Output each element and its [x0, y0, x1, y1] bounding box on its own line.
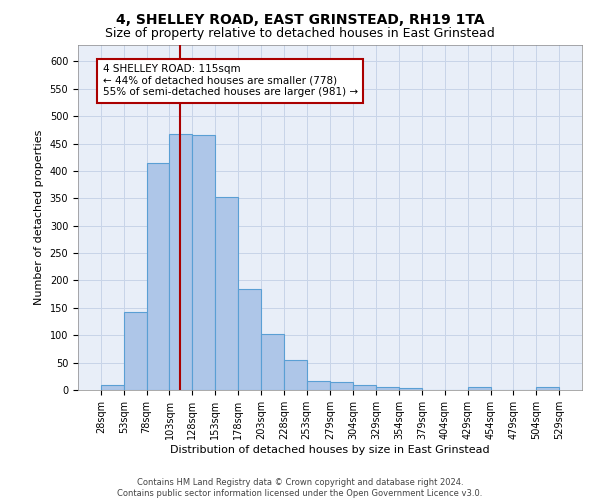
Bar [169, 134, 193, 390]
Bar [284, 360, 307, 390]
Y-axis label: Number of detached properties: Number of detached properties [34, 130, 44, 305]
Bar [307, 380, 329, 390]
Bar [536, 388, 559, 390]
Bar [146, 162, 169, 390]
X-axis label: Distribution of detached houses by size in East Grinstead: Distribution of detached houses by size … [170, 444, 490, 454]
Bar [101, 384, 124, 390]
Text: Size of property relative to detached houses in East Grinstead: Size of property relative to detached ho… [105, 28, 495, 40]
Bar [261, 334, 284, 390]
Bar [238, 289, 261, 390]
Bar [193, 136, 215, 390]
Bar [467, 388, 491, 390]
Bar [215, 196, 238, 390]
Bar [124, 312, 146, 390]
Text: Contains HM Land Registry data © Crown copyright and database right 2024.
Contai: Contains HM Land Registry data © Crown c… [118, 478, 482, 498]
Bar [331, 382, 353, 390]
Text: 4, SHELLEY ROAD, EAST GRINSTEAD, RH19 1TA: 4, SHELLEY ROAD, EAST GRINSTEAD, RH19 1T… [116, 12, 484, 26]
Text: 4 SHELLEY ROAD: 115sqm
← 44% of detached houses are smaller (778)
55% of semi-de: 4 SHELLEY ROAD: 115sqm ← 44% of detached… [103, 64, 358, 98]
Bar [353, 384, 376, 390]
Bar [399, 388, 422, 390]
Bar [376, 388, 399, 390]
